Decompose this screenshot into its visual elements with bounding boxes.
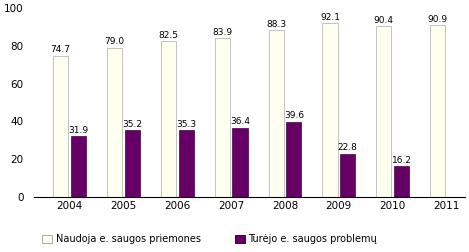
Bar (161, 41, 176, 197)
Text: 22.8: 22.8 (338, 143, 358, 152)
Bar (107, 48, 122, 197)
Bar (430, 25, 445, 197)
Bar (269, 30, 284, 197)
Text: 16.2: 16.2 (392, 155, 412, 165)
Bar (287, 122, 302, 197)
Text: 82.5: 82.5 (159, 31, 178, 40)
Bar (322, 23, 338, 197)
Bar (394, 166, 409, 197)
Bar (179, 130, 194, 197)
Text: 92.1: 92.1 (320, 13, 340, 21)
Text: 35.3: 35.3 (176, 119, 196, 129)
Bar (233, 128, 248, 197)
Bar (53, 56, 68, 197)
Text: 74.7: 74.7 (51, 45, 71, 54)
Legend: Naudoja e. saugos priemones, Turėjo e. saugos problemų: Naudoja e. saugos priemones, Turėjo e. s… (38, 230, 381, 248)
Bar (125, 130, 140, 197)
Bar (71, 137, 86, 197)
Bar (376, 26, 391, 197)
Text: 79.0: 79.0 (105, 37, 125, 46)
Text: 39.6: 39.6 (284, 111, 304, 120)
Text: 88.3: 88.3 (266, 20, 286, 29)
Text: 36.4: 36.4 (230, 117, 250, 127)
Bar (215, 39, 230, 197)
Text: 35.2: 35.2 (122, 120, 142, 129)
Bar (340, 154, 356, 197)
Text: 90.4: 90.4 (374, 16, 394, 25)
Text: 83.9: 83.9 (212, 28, 232, 37)
Text: 90.9: 90.9 (428, 15, 448, 24)
Text: 31.9: 31.9 (68, 126, 89, 135)
